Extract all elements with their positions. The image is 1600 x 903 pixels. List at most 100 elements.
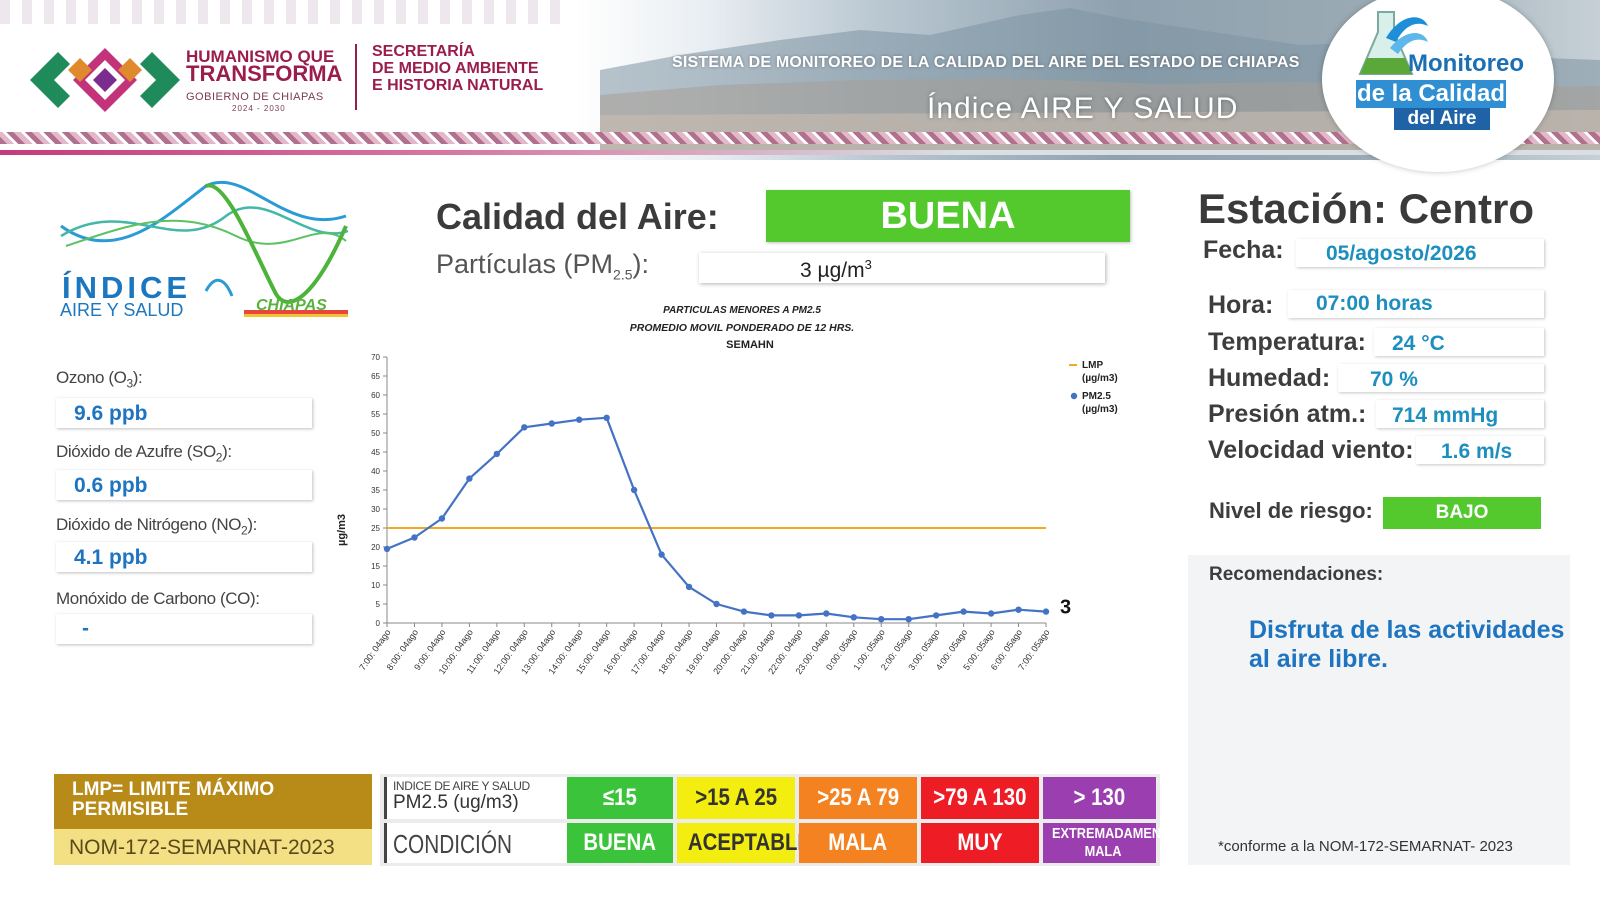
pm25-data-point (1042, 608, 1050, 615)
indice-logo-line-3: CHIAPAS (256, 297, 327, 314)
chart-subtitle: SEMAHN (726, 339, 774, 351)
pm25-data-point (905, 616, 912, 623)
monitoreo-logo-line-2: de la Calidad (1356, 80, 1506, 108)
pm25-value-box (699, 253, 1105, 283)
header-ornament-stripe (0, 132, 1600, 144)
chart-title-line-1: PARTICULAS MENORES A PM2.5 (663, 305, 821, 316)
pm25-label: Partículas (PM2.5): (436, 249, 650, 283)
secretaria-line-2: DE MEDIO AMBIENTE (372, 60, 539, 77)
chart-y-tick-label: 0 (376, 619, 381, 628)
chart-series: 3 (383, 414, 1071, 623)
risk-level-badge: BAJO (1383, 497, 1541, 529)
condition-cell-muy-mala: MUY MALA (921, 823, 1039, 896)
chart-y-tick-label: 35 (371, 486, 380, 495)
pm25-data-point (493, 450, 501, 458)
station-title: Estación: Centro (1198, 185, 1535, 232)
legend-pm25-swatch (1070, 392, 1078, 400)
pm25-data-point (932, 612, 940, 619)
viento-label: Velocidad viento: (1208, 436, 1414, 464)
pm25-data-point (466, 475, 473, 482)
hora-value-box (1288, 290, 1544, 318)
chart-y-tick-label: 10 (371, 581, 380, 590)
chart-y-tick-label: 60 (371, 391, 380, 400)
last-value-label: 3 (1060, 597, 1071, 619)
index-scale-header-line-1: INDICE DE AIRE Y SALUD (393, 779, 530, 793)
range-cell-buena: ≤15 (567, 777, 673, 819)
pm25-data-point (850, 614, 857, 621)
temperatura-value-box (1374, 328, 1544, 356)
pm25-series-line (386, 416, 1047, 621)
chart-y-tick-label: 45 (371, 448, 380, 457)
legend-entry-name: LMP (1082, 360, 1103, 371)
pm25-data-point (521, 424, 528, 431)
pm25-value: 3 µg/m3 (800, 257, 872, 282)
viento-value: 1.6 m/s (1441, 440, 1513, 463)
system-subtitle: Índice AIRE Y SALUD (927, 92, 1239, 125)
presion-value: 714 mmHg (1392, 404, 1499, 427)
indice-aire-salud-logo-icon (60, 180, 349, 317)
chart-y-tick-label: 40 (371, 467, 380, 476)
lema-line-1: HUMANISMO QUE (186, 47, 335, 66)
lmp-definition: LMP= LIMITE MÁXIMO PERMISIBLE (72, 779, 275, 820)
humedad-value-box (1338, 364, 1544, 392)
legend-entry-unit: (µg/m3) (1082, 404, 1118, 415)
pm25-data-point (576, 416, 583, 423)
fecha-value-box (1296, 239, 1544, 267)
condition-cell-buena: BUENA (567, 823, 673, 863)
index-scale-header-cell (384, 777, 567, 819)
chart-y-tick-label: 55 (371, 410, 380, 419)
pm25-data-point (383, 545, 391, 553)
no2-value-box (56, 542, 312, 572)
air-quality-label: Calidad del Aire: (436, 196, 719, 237)
legend-entry-name: PM2.5 (1082, 391, 1111, 402)
secretaria-line-3: E HISTORIA NATURAL (372, 77, 544, 94)
recommendations-panel (1188, 555, 1570, 865)
pm25-data-point (548, 420, 555, 427)
range-cell-muy-mala: >79 A 130 (921, 777, 1039, 819)
range-cell-aceptable: >15 A 25 (677, 777, 795, 819)
pm25-data-point (823, 610, 830, 617)
hora-value: 07:00 horas (1316, 292, 1433, 315)
co-value-box (56, 614, 312, 644)
pm25-data-point (603, 414, 610, 421)
pm25-data-point (795, 612, 803, 619)
ozone-value-box (56, 398, 312, 428)
recommendations-text: Disfruta de las actividades al aire libr… (1249, 616, 1565, 673)
header-accent-line (0, 150, 1600, 155)
chart-y-tick-label: 70 (371, 353, 380, 362)
pm25-data-point (438, 515, 446, 522)
ozone-value: 9.6 ppb (74, 402, 148, 425)
condition-cell-aceptable: ACEPTABLE (677, 823, 811, 863)
nom-legend-box (54, 829, 372, 865)
presion-label: Presión atm.: (1208, 400, 1367, 428)
chart-y-tick-label: 65 (371, 372, 380, 381)
so2-label: Dióxido de Azufre (SO2): (56, 442, 232, 465)
pm25-data-point (878, 616, 885, 623)
pm25-data-point (740, 608, 748, 615)
chart-y-axis-label: µg/m3 (336, 514, 348, 546)
indice-logo-line-2: AIRE Y SALUD (60, 300, 184, 320)
lema-line-2: TRANSFORMA (186, 61, 343, 86)
pm25-data-point (411, 534, 418, 541)
pm25-data-point (987, 610, 995, 617)
air-quality-status-badge: BUENA (766, 190, 1130, 242)
no2-value: 4.1 ppb (74, 546, 148, 569)
pm25-data-point (768, 612, 775, 619)
range-cell-mala: >25 A 79 (799, 777, 917, 819)
humedad-label: Humedad: (1208, 364, 1331, 392)
chart-legend: LMP (µg/m3) PM2.5 (µg/m3) (1069, 360, 1118, 415)
range-cell-extrema: > 130 (1043, 777, 1156, 819)
pm25-data-point (658, 551, 665, 558)
nom-footnote: *conforme a la NOM-172-SEMARNAT- 2023 (1218, 838, 1513, 855)
pm25-data-point (630, 486, 638, 494)
humedad-value: 70 % (1370, 368, 1418, 391)
chart-y-tick-label: 50 (371, 429, 380, 438)
temperatura-value: 24 °C (1392, 332, 1445, 355)
system-title: SISTEMA DE MONITOREO DE LA CALIDAD DEL A… (672, 54, 1300, 71)
chart-y-tick-label: 5 (376, 600, 381, 609)
so2-value-box (56, 470, 312, 500)
co-label: Monóxido de Carbono (CO): (56, 589, 260, 608)
presion-value-box (1376, 400, 1544, 428)
pm25-line-chart: PARTICULAS MENORES A PM2.5 PROMEDIO MOVI… (336, 305, 1118, 676)
chart-y-tick-label: 20 (371, 543, 380, 552)
